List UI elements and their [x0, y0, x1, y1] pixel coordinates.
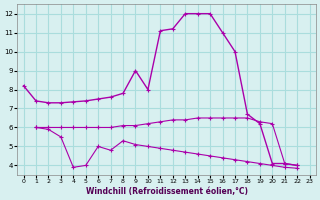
X-axis label: Windchill (Refroidissement éolien,°C): Windchill (Refroidissement éolien,°C): [85, 187, 248, 196]
